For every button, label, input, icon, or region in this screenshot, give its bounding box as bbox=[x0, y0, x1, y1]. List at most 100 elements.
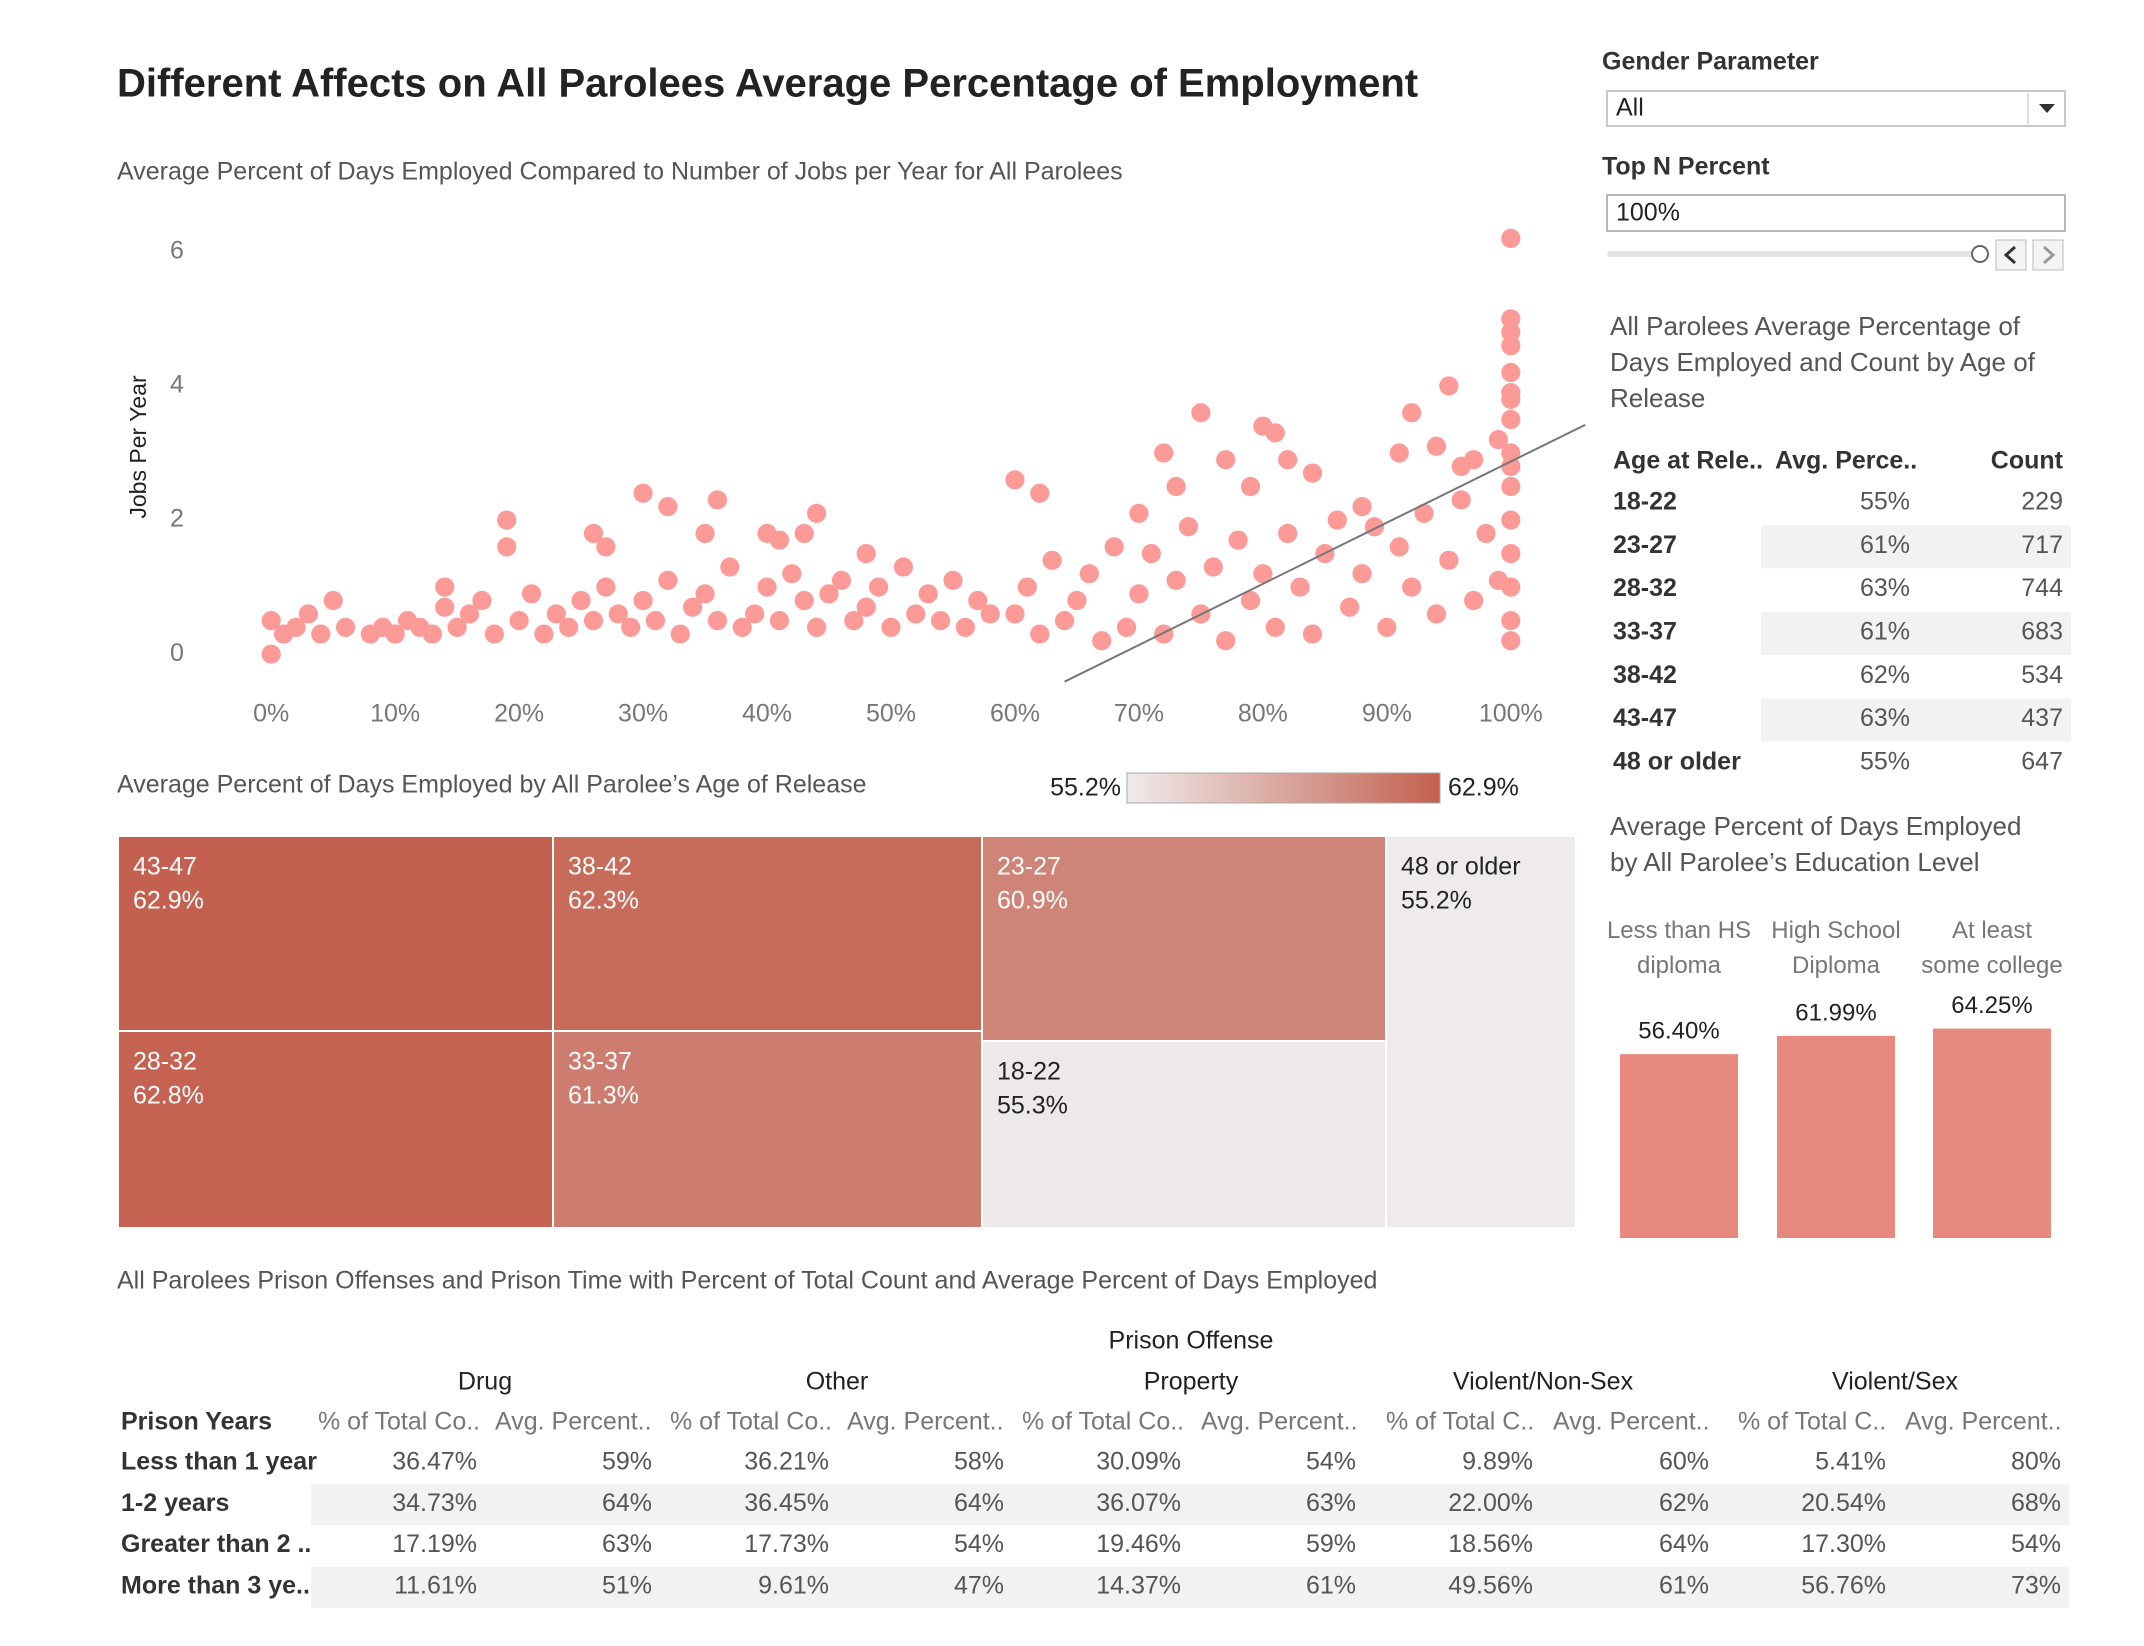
cell-label: 48 or older bbox=[1401, 853, 1521, 881]
cell-value: 60.9% bbox=[997, 887, 1068, 915]
scatter-point bbox=[670, 624, 690, 644]
y-tick-label: 4 bbox=[170, 371, 184, 399]
table-cell: 36.07% bbox=[1096, 1489, 1181, 1517]
scatter-point bbox=[955, 617, 975, 637]
slider-thumb[interactable] bbox=[1971, 245, 1989, 263]
scatter-point bbox=[1178, 517, 1199, 537]
scatter-point bbox=[633, 483, 653, 503]
table-cell: 36.45% bbox=[744, 1489, 829, 1517]
scatter-point bbox=[856, 597, 876, 617]
cell-label: 43-47 bbox=[133, 853, 197, 881]
scatter-point bbox=[1154, 624, 1174, 644]
scatter-point bbox=[1005, 604, 1025, 624]
x-tick-label: 90% bbox=[1362, 700, 1412, 728]
table-cell: 62% bbox=[1860, 661, 1910, 689]
prev-button[interactable] bbox=[1995, 239, 2027, 271]
group-header: Violent/Sex bbox=[1832, 1368, 1959, 1396]
bar bbox=[1777, 1035, 1895, 1238]
scatter-point bbox=[794, 590, 814, 611]
scatter-point bbox=[769, 530, 790, 550]
table-cell: 683 bbox=[2021, 618, 2063, 646]
row-stripe bbox=[1761, 611, 2071, 655]
scatter-point bbox=[1005, 470, 1025, 490]
scatter-point bbox=[1030, 483, 1050, 503]
column-header: Avg. Percent.. bbox=[847, 1408, 1004, 1436]
table-cell: 64% bbox=[602, 1489, 652, 1517]
scatter-point bbox=[1426, 436, 1447, 456]
y-tick-label: 2 bbox=[170, 505, 184, 533]
cell-value: 62.3% bbox=[568, 887, 639, 915]
table-cell: 63% bbox=[602, 1530, 652, 1558]
scatter-point bbox=[1302, 624, 1323, 644]
row-label: 43-47 bbox=[1613, 704, 1677, 732]
treemap-cell bbox=[981, 1040, 1387, 1229]
scatter-point bbox=[1278, 523, 1298, 544]
column-header: % of Total C.. bbox=[1386, 1408, 1534, 1436]
scatter-point bbox=[1414, 503, 1434, 523]
bar-value-label: 61.99% bbox=[1795, 999, 1876, 1026]
scatter-point bbox=[385, 624, 405, 644]
cell-value: 61.3% bbox=[568, 1082, 639, 1110]
row-label: 28-32 bbox=[1613, 574, 1677, 602]
scatter-point bbox=[1129, 503, 1149, 523]
table-cell: 744 bbox=[2021, 574, 2063, 602]
scatter-point bbox=[893, 557, 913, 577]
dropdown-arrow[interactable] bbox=[2039, 104, 2055, 113]
table-cell: 62% bbox=[1659, 1489, 1709, 1517]
dropdown[interactable] bbox=[1606, 90, 2066, 127]
scatter-point bbox=[1290, 577, 1310, 597]
text-input[interactable] bbox=[1606, 194, 2066, 232]
cell-label: 23-27 bbox=[997, 853, 1061, 881]
scatter-point bbox=[658, 570, 678, 591]
x-tick-label: 70% bbox=[1114, 700, 1164, 728]
slider-track[interactable] bbox=[1607, 251, 1980, 257]
scatter-point bbox=[559, 617, 579, 637]
table-cell: 17.73% bbox=[744, 1530, 829, 1558]
scatter-point bbox=[1166, 476, 1186, 497]
scatter-point bbox=[807, 617, 827, 637]
table-cell: 64% bbox=[954, 1489, 1004, 1517]
y-tick-label: 6 bbox=[170, 236, 184, 264]
table-cell: 55% bbox=[1860, 488, 1910, 516]
color-legend bbox=[1126, 772, 1441, 804]
scatter-point bbox=[447, 617, 467, 637]
chart-title: Average Percent of Days Employed by All P… bbox=[1610, 811, 2021, 877]
row-label: 38-42 bbox=[1613, 661, 1677, 689]
scatter-point bbox=[534, 624, 554, 644]
table-cell: 229 bbox=[2021, 488, 2063, 516]
scatter-point bbox=[720, 557, 740, 577]
next-button[interactable] bbox=[2032, 239, 2064, 271]
column-header: Count bbox=[1991, 447, 2064, 475]
scatter-point bbox=[1439, 376, 1459, 396]
table-cell: 63% bbox=[1860, 574, 1910, 602]
scatter-point bbox=[1476, 523, 1496, 544]
row-label: 23-27 bbox=[1613, 531, 1677, 559]
scatter-point bbox=[1104, 537, 1124, 557]
group-header: Drug bbox=[458, 1368, 512, 1396]
scatter-point bbox=[472, 590, 492, 611]
y-tick-label: 0 bbox=[170, 639, 184, 667]
scatter-point bbox=[658, 497, 678, 517]
x-tick-label: High School Diploma bbox=[1771, 917, 1900, 979]
cell-value: 55.2% bbox=[1401, 887, 1472, 915]
scatter-point bbox=[1278, 450, 1298, 470]
chart-title: Average Percent of Days Employed Compare… bbox=[117, 158, 1123, 186]
scatter-point bbox=[930, 611, 951, 631]
scatter-point bbox=[707, 611, 728, 631]
scatter-point bbox=[1501, 336, 1521, 356]
table-cell: 20.54% bbox=[1801, 1489, 1886, 1517]
scatter-point bbox=[596, 577, 616, 597]
scatter-point bbox=[497, 537, 517, 557]
legend-label: 62.9% bbox=[1448, 774, 1519, 802]
table-cell: 55% bbox=[1860, 747, 1910, 775]
table-cell: 56.76% bbox=[1801, 1572, 1886, 1600]
table-cell: 59% bbox=[1306, 1530, 1356, 1558]
scatter-point bbox=[261, 611, 281, 631]
scatter-point bbox=[261, 644, 281, 664]
dashboard-title: Different Affects on All Parolees Averag… bbox=[117, 62, 1418, 106]
scatter-point bbox=[1501, 443, 1521, 463]
scatter-point bbox=[1191, 403, 1211, 423]
row-label: 18-22 bbox=[1613, 488, 1677, 516]
prev-icon bbox=[2003, 245, 2016, 265]
x-tick-label: 40% bbox=[742, 700, 792, 728]
